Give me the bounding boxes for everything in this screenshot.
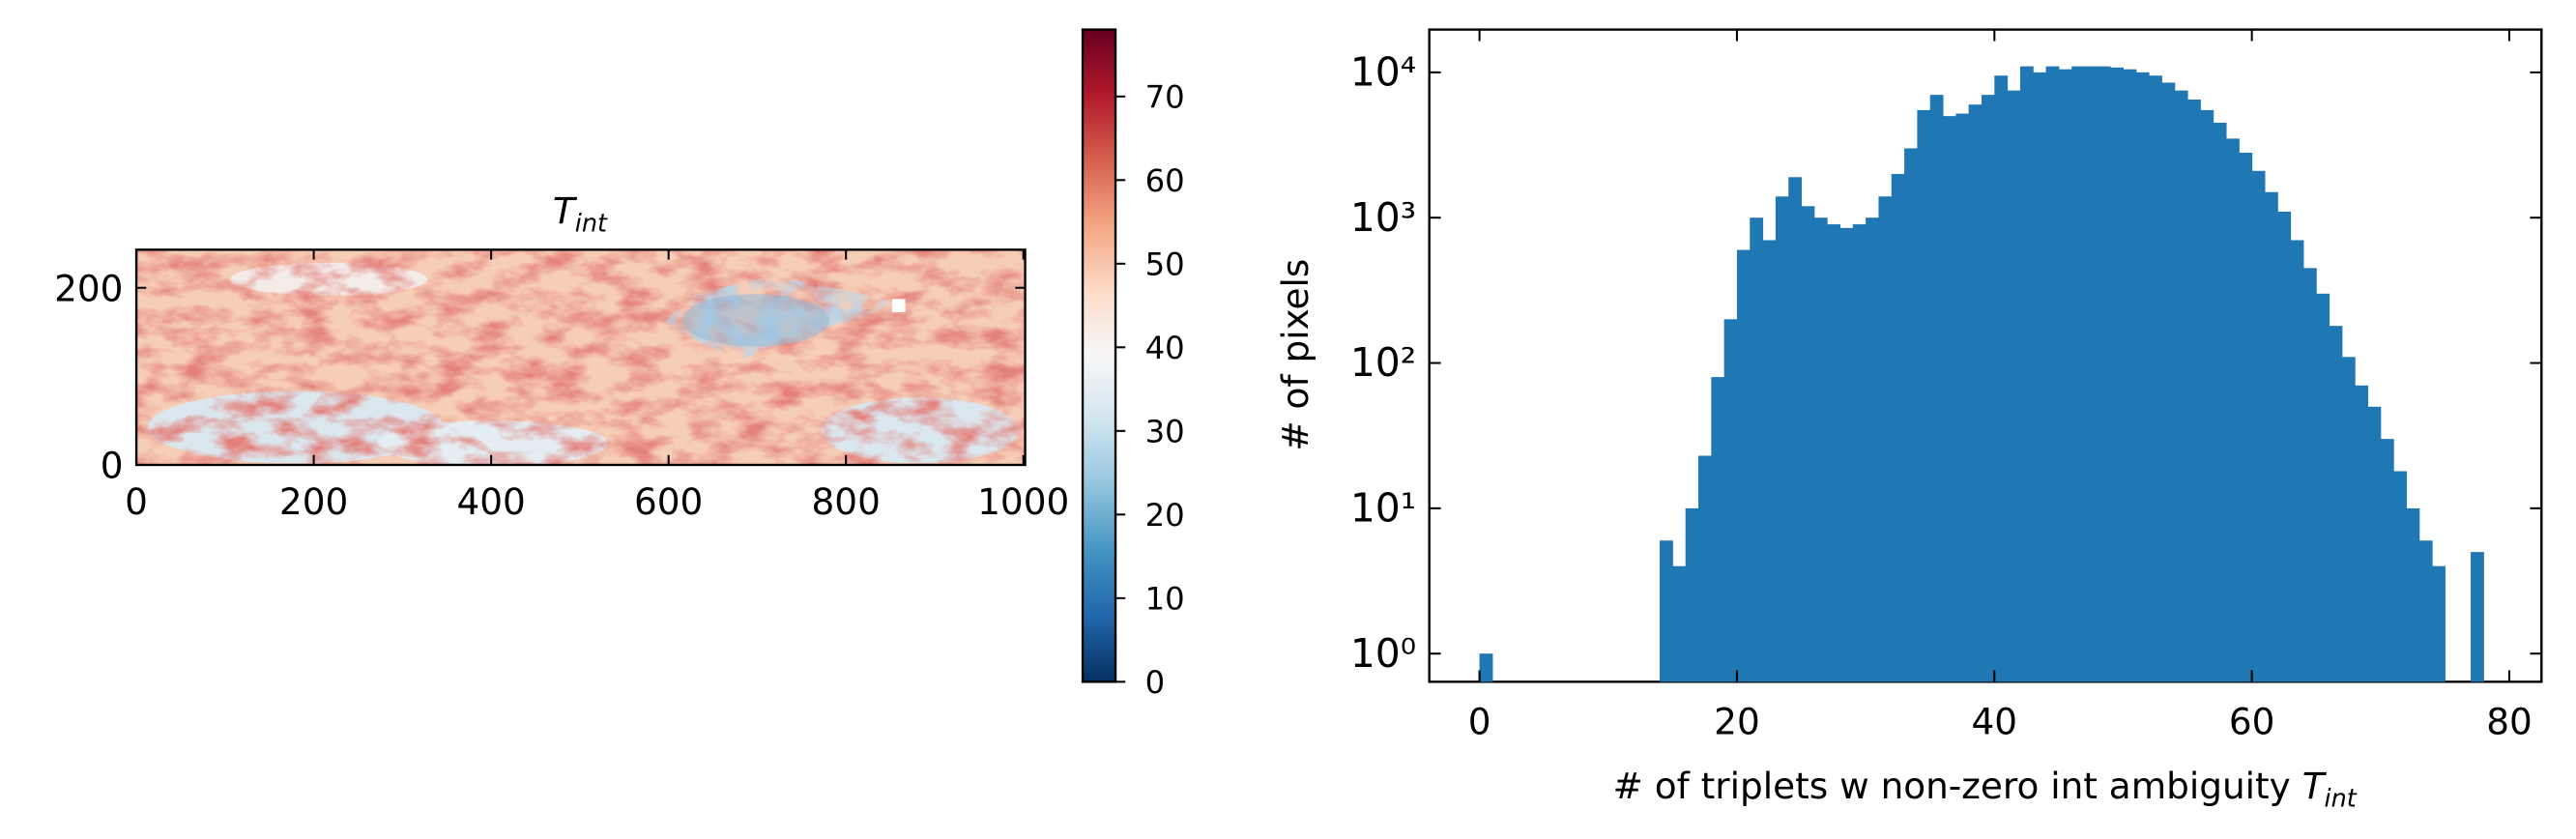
- bar: [2135, 72, 2150, 682]
- bar: [2367, 406, 2382, 682]
- bar: [1685, 507, 1699, 682]
- bar: [2316, 293, 2330, 682]
- bar: [2432, 565, 2446, 682]
- heatmap-frame: [134, 248, 1027, 467]
- bar: [2110, 67, 2124, 682]
- bar: [2471, 552, 2484, 682]
- bar: [2393, 471, 2407, 682]
- bar: [2200, 109, 2214, 682]
- x-tick-label: 0: [1468, 701, 1491, 743]
- x-tick-label: 800: [812, 480, 881, 523]
- y-tick-label: 10²: [1350, 339, 1416, 386]
- bar: [1672, 565, 1687, 682]
- bar: [2251, 170, 2266, 682]
- bar: [2341, 357, 2356, 682]
- bar: [2406, 507, 2420, 682]
- bar: [2302, 268, 2317, 682]
- x-axis-label: # of triplets w non-zero int ambiguity T…: [1613, 765, 2358, 813]
- y-tick-label: 10⁰: [1350, 630, 1416, 677]
- bar: [1917, 109, 1931, 682]
- bar: [1813, 217, 1828, 682]
- bar: [1839, 227, 1854, 682]
- bar: [1788, 177, 1803, 682]
- bar: [1775, 196, 1789, 682]
- bar: [1891, 173, 1905, 682]
- bar: [2007, 90, 2021, 682]
- y-tick-label: 0: [101, 445, 124, 487]
- x-tick-label: 60: [2229, 701, 2275, 743]
- bar: [2071, 66, 2086, 682]
- colorbar-tick-label: 60: [1145, 162, 1185, 199]
- bar: [2084, 66, 2098, 682]
- bar: [2213, 122, 2227, 682]
- bar: [2329, 326, 2343, 682]
- x-tick-label: 40: [1972, 701, 2018, 743]
- bar: [1698, 455, 1712, 682]
- x-tick-label: 0: [125, 480, 148, 523]
- x-tick-label: 200: [279, 480, 348, 523]
- x-tick-label: 600: [634, 480, 703, 523]
- bar: [2019, 66, 2034, 682]
- colorbar-tick-label: 30: [1145, 414, 1185, 450]
- y-tick-label: 10³: [1350, 194, 1416, 241]
- bar: [2418, 540, 2433, 682]
- bar: [1852, 224, 1867, 682]
- bar: [1660, 540, 1673, 682]
- x-tick-label: 80: [2486, 701, 2533, 743]
- bar: [2123, 69, 2137, 682]
- bar: [2045, 66, 2060, 682]
- bar: [1827, 224, 1841, 682]
- bar: [2226, 138, 2240, 682]
- x-tick-label: 400: [456, 480, 525, 523]
- bar: [1801, 206, 1815, 682]
- x-tick-label: 20: [1714, 701, 1760, 743]
- bar: [2097, 66, 2111, 682]
- bar: [1878, 196, 1893, 682]
- bar: [2058, 69, 2072, 682]
- colorbar-tick-label: 70: [1145, 79, 1185, 116]
- bar: [1943, 116, 1956, 682]
- bar: [2277, 211, 2292, 682]
- bar: [2355, 385, 2369, 682]
- bar: [2380, 439, 2394, 682]
- bar: [2174, 90, 2188, 682]
- bar: [1479, 653, 1493, 682]
- bar: [2161, 82, 2176, 682]
- bar: [2033, 72, 2047, 682]
- bar: [1723, 319, 1738, 682]
- y-tick-label: 10¹: [1350, 484, 1416, 531]
- bar: [1981, 95, 1995, 682]
- bar: [2290, 240, 2304, 682]
- heatmap-image: [136, 249, 1026, 465]
- heatmap-title: Tint: [553, 189, 608, 238]
- bar: [2187, 99, 2201, 682]
- bar: [2149, 75, 2162, 682]
- bar: [1968, 104, 1983, 682]
- bar: [1736, 249, 1751, 682]
- colorbar-tick-label: 10: [1145, 581, 1185, 618]
- y-tick-label: 200: [54, 267, 123, 309]
- colorbar-frame: [1081, 28, 1117, 683]
- bar: [1955, 113, 1970, 682]
- bar: [1994, 75, 2009, 682]
- colorbar: [1083, 29, 1116, 682]
- y-axis-label: # of pixels: [1274, 259, 1317, 451]
- bar: [1750, 217, 1764, 682]
- bar: [1711, 377, 1725, 682]
- colorbar-tick-label: 20: [1145, 497, 1185, 534]
- colorbar-tick-label: 0: [1145, 664, 1166, 701]
- y-tick-label: 10⁴: [1350, 48, 1416, 95]
- x-tick-label: 1000: [977, 480, 1069, 523]
- bar: [1929, 95, 1944, 682]
- bar: [2264, 191, 2278, 682]
- bar: [1762, 240, 1777, 682]
- bar: [1866, 217, 1879, 682]
- colorbar-tick-label: 50: [1145, 246, 1185, 283]
- colorbar-tick-label: 40: [1145, 330, 1185, 366]
- bar: [2239, 152, 2253, 682]
- bar: [1904, 148, 1918, 682]
